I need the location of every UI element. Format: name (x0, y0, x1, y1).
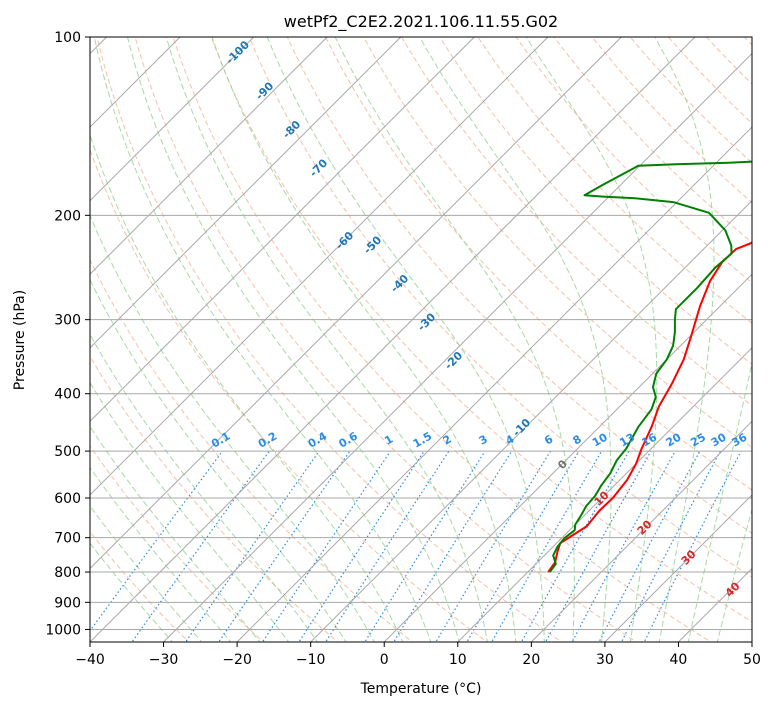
y-tick-label: 1000 (45, 622, 81, 638)
isotherm-line (310, 199, 752, 642)
y-tick-label: 700 (54, 531, 81, 547)
y-tick-label: 100 (54, 30, 81, 46)
isotherm-line (457, 347, 752, 642)
y-tick-label: 300 (54, 313, 81, 329)
dry-adiabat-line (172, 37, 712, 642)
y-tick-label: 200 (54, 208, 81, 224)
y-tick-label: 900 (54, 595, 81, 611)
isotherm-line (383, 273, 752, 642)
isotherm-line (90, 37, 696, 642)
mixing-ratio-line (598, 450, 701, 642)
dry-adiabat-line (439, 37, 752, 365)
isotherm-line (90, 37, 255, 202)
dry-adiabat-line (286, 37, 752, 534)
y-axis-label: Pressure (hPa) (12, 290, 28, 390)
y-axis: 100 200 300 400 500 600 700 800 900 1000 (45, 30, 90, 638)
x-axis-label: Temperature (°C) (360, 681, 482, 697)
isotherm-line (90, 37, 622, 570)
mixing-ratio-line (298, 450, 425, 642)
y-tick-label: 600 (54, 491, 81, 507)
x-tick-label: 0 (380, 652, 389, 668)
temperature-line (547, 241, 752, 573)
moist-adiabat-line (525, 37, 658, 642)
moist-adiabat-line (211, 37, 517, 642)
dry-adiabat-line (401, 37, 752, 407)
chart-title: wetPf2_C2E2.2021.106.11.55.G02 (284, 12, 558, 32)
mixing-ratio-line (261, 450, 391, 642)
isotherm-line (604, 494, 752, 642)
moist-adiabat-line (334, 37, 575, 642)
moist-adiabat-line (90, 333, 319, 642)
isotherm-line (163, 52, 752, 642)
mixing-ratio-line (571, 450, 676, 642)
x-tick-label: 20 (522, 652, 540, 668)
isotherm-line (90, 37, 402, 349)
y-tick-label: 800 (54, 565, 81, 581)
x-tick-label: 40 (670, 652, 688, 668)
mixing-ratio-line (393, 450, 513, 642)
moist-adiabat-line (90, 381, 290, 642)
plot-frame (89, 36, 753, 643)
x-tick-label: −40 (75, 652, 105, 668)
mixing-ratio-line (131, 450, 270, 642)
moist-adiabat-line (266, 37, 545, 642)
isotherm-line (530, 420, 752, 642)
mixing-ratio-line (90, 450, 223, 632)
isotherm-line (90, 37, 475, 423)
x-tick-label: −20 (222, 652, 252, 668)
x-tick-label: 30 (596, 652, 614, 668)
background-lines (90, 37, 752, 642)
x-tick-label: −10 (296, 652, 326, 668)
dewpoint-line (548, 160, 752, 573)
isotherm-line (236, 126, 752, 642)
y-tick-label: 500 (54, 444, 81, 460)
x-tick-label: 10 (449, 652, 467, 668)
moist-adiabat-line (165, 37, 488, 642)
mixing-ratio-line (218, 450, 351, 642)
isotherm-line (90, 37, 549, 496)
moist-adiabat-line (654, 37, 715, 642)
dry-adiabat-line (324, 37, 752, 491)
isotherm-line (90, 37, 328, 275)
x-axis: −40 −30 −20 −10 0 10 20 30 40 50 (75, 642, 761, 668)
dry-adiabat-line (248, 37, 752, 578)
mixing-ratio-line (466, 450, 580, 642)
mixing-ratio-line (184, 450, 320, 642)
mixing-ratio-line (620, 450, 721, 642)
x-tick-label: 50 (743, 652, 761, 668)
mixing-ratio-line (324, 450, 450, 642)
series-lines (547, 160, 752, 573)
x-tick-label: −30 (149, 652, 179, 668)
y-tick-label: 400 (54, 387, 81, 403)
